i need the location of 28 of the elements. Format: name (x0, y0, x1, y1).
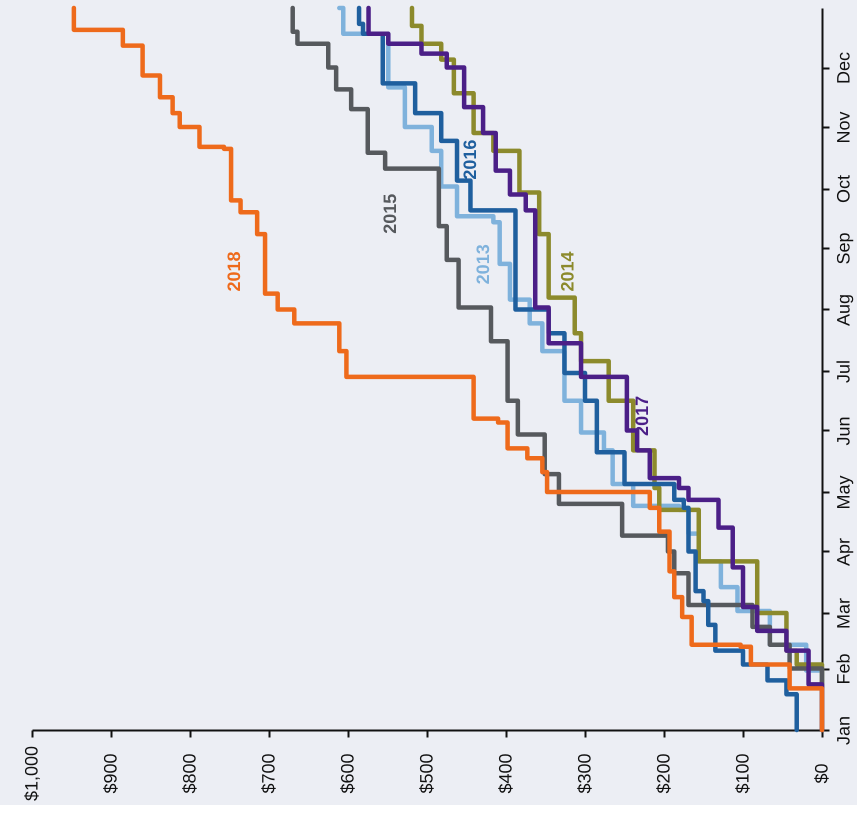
y-tick-label: Dec (834, 52, 854, 84)
text: 2018 (224, 252, 244, 292)
x-tick-label: $1,000 (22, 746, 42, 802)
y-tick-label: Apr (834, 538, 854, 566)
x-tick-label: $500 (416, 753, 436, 794)
x-tick-label: $900 (100, 753, 120, 794)
y-tick-label: Jun (834, 416, 854, 446)
y-tick-label: Oct (834, 174, 854, 204)
x-tick-label: $600 (338, 753, 358, 794)
x-tick-label: $300 (574, 753, 594, 794)
y-tick-label: Jul (834, 360, 854, 383)
x-tick-label: $400 (496, 753, 516, 794)
x-tick-label: $800 (180, 753, 200, 794)
text: 2014 (558, 252, 578, 292)
y-tick-label: Aug (834, 294, 854, 326)
text: 2015 (380, 194, 400, 234)
x-tick-label: $0 (812, 763, 832, 784)
x-tick-label: $700 (258, 753, 278, 794)
y-tick-label: Mar (834, 598, 854, 629)
x-tick-label: $100 (732, 753, 752, 794)
text: 2013 (472, 244, 493, 284)
y-tick-label: Feb (834, 653, 854, 685)
y-tick-label: May (834, 475, 854, 510)
text: 2016 (460, 140, 480, 180)
y-tick-label: Sep (834, 232, 854, 265)
y-tick-label: Nov (834, 112, 854, 144)
x-tick-label: $200 (654, 753, 674, 794)
y-tick-label: Jan (834, 716, 854, 746)
